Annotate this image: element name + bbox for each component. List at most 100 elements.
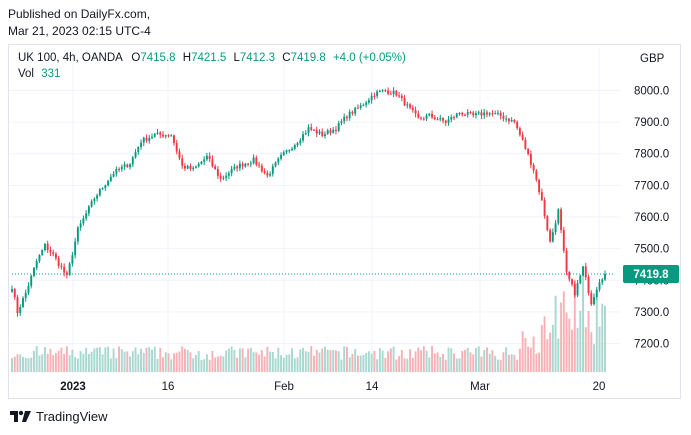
candle-body <box>197 163 200 167</box>
volume-bar <box>447 347 450 372</box>
candle-body <box>162 134 164 137</box>
candle-body <box>332 129 335 133</box>
candle-body <box>236 166 239 169</box>
volume-bar <box>54 353 57 372</box>
candle-body <box>516 121 519 129</box>
candle-body <box>444 120 447 123</box>
candle-body <box>464 114 466 116</box>
candle-body <box>175 143 178 152</box>
low-label: L <box>233 52 240 64</box>
volume-bar <box>576 327 579 372</box>
candle-body <box>549 229 552 242</box>
volume-bar <box>211 351 214 372</box>
volume-bar <box>192 358 195 372</box>
volume-bar <box>82 353 85 372</box>
volume-bar <box>324 346 326 372</box>
price-tick-label: 7800.0 <box>634 149 669 161</box>
candle-body <box>475 113 477 116</box>
volume-bar <box>442 353 444 372</box>
candle-body <box>247 163 250 165</box>
candle-body <box>57 258 60 266</box>
price-tick-label: 7300.0 <box>634 307 669 319</box>
candlesticks <box>11 87 606 317</box>
volume-bar <box>351 353 354 372</box>
volume-bar <box>244 357 247 372</box>
candle-body <box>71 255 74 264</box>
candle-body <box>13 289 16 298</box>
candle-body <box>398 95 401 97</box>
time-tick-label: 16 <box>162 381 175 393</box>
candle-body <box>140 142 142 148</box>
candle-body <box>249 163 252 165</box>
volume-bar <box>439 357 442 372</box>
candle-body <box>458 113 461 115</box>
candle-body <box>496 112 499 114</box>
candle-body <box>148 137 151 141</box>
candle-body <box>455 113 458 118</box>
volume-bar <box>356 355 359 372</box>
volume-bar <box>590 332 593 372</box>
volume-bar <box>33 350 35 372</box>
candle-body <box>90 201 93 207</box>
candle-body <box>304 132 307 135</box>
candle-body <box>535 170 538 180</box>
price-tick-label: 7200.0 <box>634 339 669 351</box>
volume-bar <box>247 348 250 372</box>
volume-bar <box>282 357 285 372</box>
volume-bar <box>24 357 27 372</box>
volume-bar <box>450 348 453 372</box>
volume-bar <box>540 325 543 372</box>
candle-body <box>513 120 516 122</box>
candle-body <box>337 123 340 131</box>
candle-body <box>395 90 398 96</box>
candle-body <box>595 289 598 298</box>
candle-body <box>409 104 412 108</box>
volume-bar <box>444 359 447 372</box>
volume-bar <box>582 268 584 372</box>
candle-body <box>225 175 228 178</box>
candle-body <box>307 127 310 133</box>
volume-bar <box>483 350 486 372</box>
volume-bar <box>551 325 554 372</box>
volume-bar <box>436 352 439 372</box>
tradingview-footer[interactable]: TradingView <box>10 409 108 424</box>
volume-bar <box>236 357 239 372</box>
candle-body <box>313 129 315 131</box>
volume-bar <box>420 350 423 372</box>
volume-bar <box>469 352 472 372</box>
candle-body <box>359 105 362 108</box>
volume-bar <box>318 352 321 372</box>
volume-bar <box>560 302 563 372</box>
candle-body <box>260 165 263 172</box>
candle-body <box>480 112 483 116</box>
volume-bar <box>565 312 568 372</box>
volume-bar <box>521 331 524 372</box>
candle-body <box>156 132 159 134</box>
price-tick-label: 7700.0 <box>634 180 669 192</box>
volume-bar <box>535 353 538 372</box>
volume-bar <box>359 355 362 372</box>
volume-bar <box>425 350 428 372</box>
candle-body <box>598 282 601 290</box>
candle-body <box>431 113 434 118</box>
volume-bar <box>395 359 398 372</box>
candle-body <box>450 117 453 120</box>
volume-bar <box>499 359 502 372</box>
candle-body <box>351 111 354 114</box>
candle-body <box>384 90 387 92</box>
candle-body <box>485 112 488 115</box>
volume-bar <box>315 349 318 372</box>
candle-body <box>543 200 546 216</box>
volume-bar <box>411 357 414 372</box>
volume-bar <box>230 346 233 372</box>
volume-bar <box>299 349 302 372</box>
open-value: 7415.8 <box>140 52 176 64</box>
volume-bar <box>417 347 420 372</box>
volume-bars <box>11 268 606 372</box>
volume-bar <box>27 358 30 372</box>
volume-bar <box>406 358 409 372</box>
candle-body <box>241 163 244 167</box>
candle-body <box>411 107 414 111</box>
candle-body <box>280 154 283 159</box>
